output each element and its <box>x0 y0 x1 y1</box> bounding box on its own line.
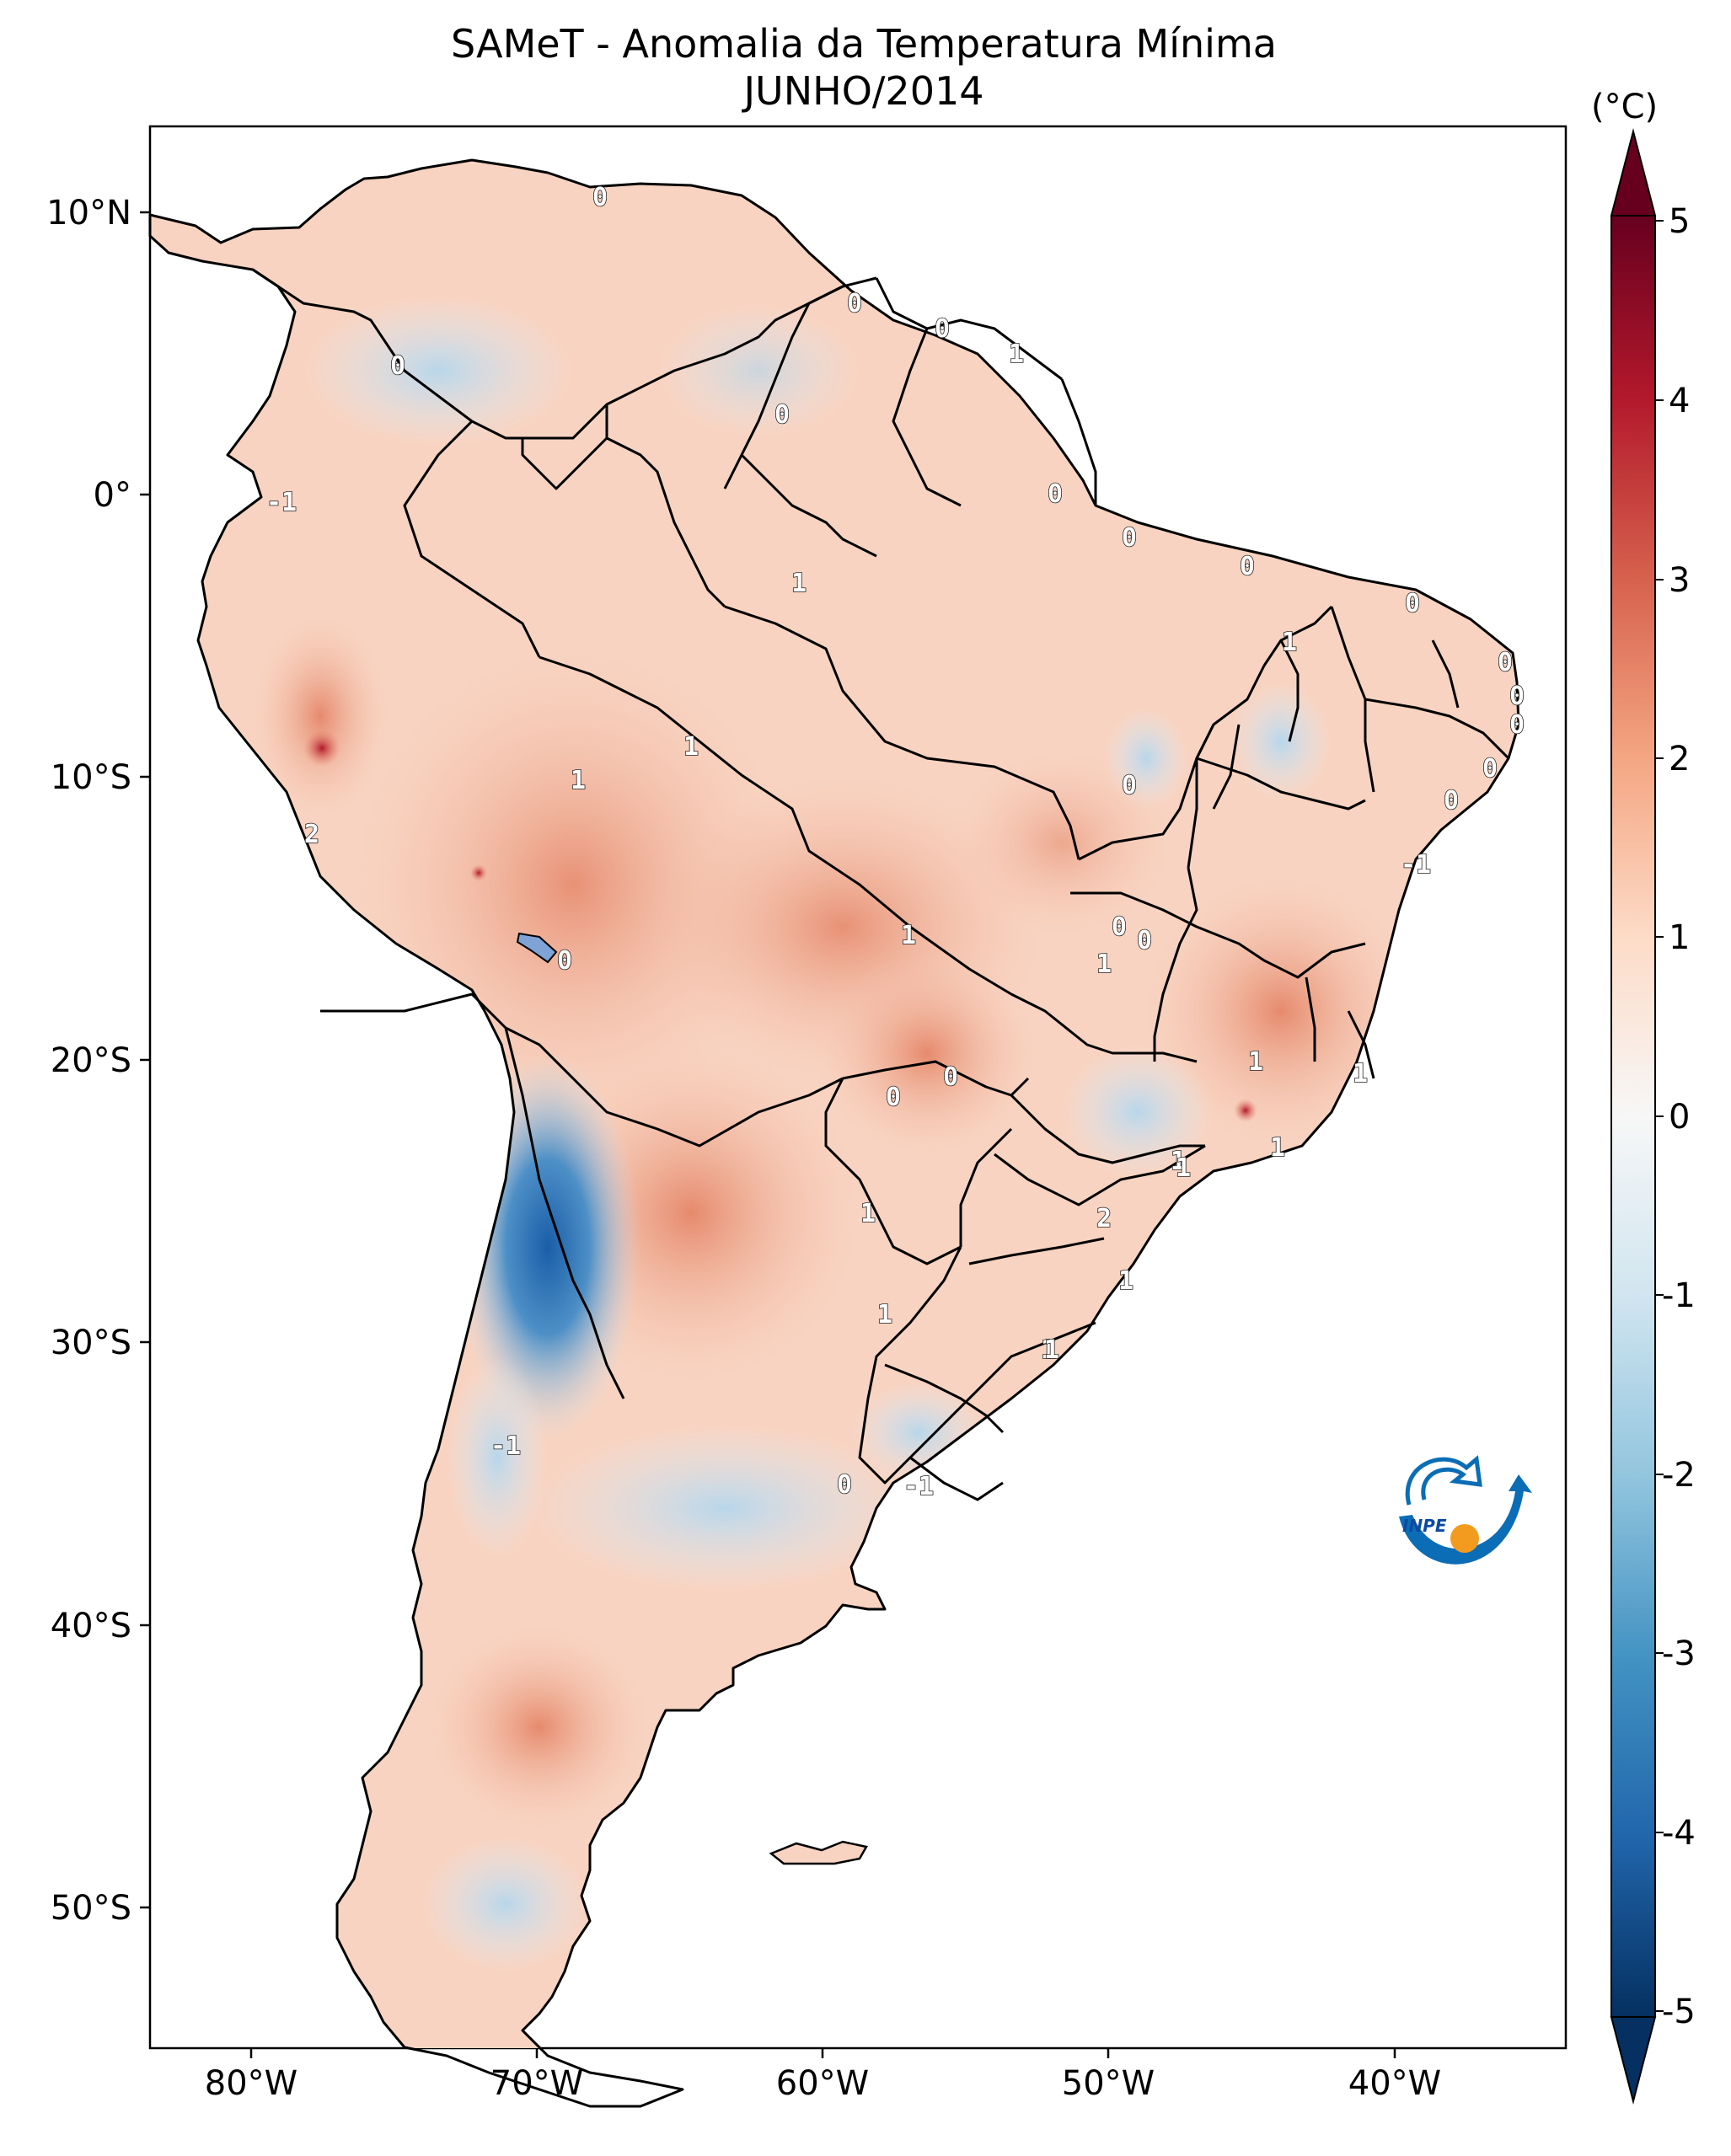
contour-label: 1 <box>791 569 807 598</box>
contour-labels: 0 0 0 0 1 0 0 0 -1 1 0 0 0 1 0 1 1 0 0 0… <box>265 182 1525 1502</box>
colorbar-tick-2: 2 <box>1669 740 1690 778</box>
colorbar-tick-0: 0 <box>1669 1098 1690 1137</box>
lon-label-50w: 50°W <box>1062 2064 1155 2103</box>
contour-label: 0 <box>1405 589 1420 618</box>
contour-label: 1 <box>571 766 586 795</box>
contour-label: 0 <box>1444 786 1459 816</box>
lon-label-60w: 60°W <box>776 2064 869 2103</box>
lon-label-80w: 80°W <box>205 2064 297 2103</box>
falklands-island <box>769 1840 868 1865</box>
contour-label: -1 <box>490 1431 521 1461</box>
contour-label: -1 <box>903 1472 934 1501</box>
contour-label: 1 <box>1044 1335 1059 1365</box>
contour-label: 0 <box>1498 648 1513 677</box>
colorbar-unit: (°C) <box>1591 88 1659 126</box>
lat-label-10n: 10°N <box>46 194 131 233</box>
colorbar-tick-neg3: -3 <box>1662 1634 1696 1673</box>
contour-label: 1 <box>1118 1266 1133 1296</box>
map-borders <box>148 158 1520 2108</box>
lon-label-70w: 70°W <box>490 2064 583 2103</box>
lat-label-20s: 20°S <box>51 1041 131 1080</box>
axis-ticks <box>140 211 1396 2058</box>
colorbar-tick-neg4: -4 <box>1662 1814 1696 1853</box>
colorbar-tick-5: 5 <box>1669 202 1690 241</box>
longitude-labels: 80°W 70°W 60°W 50°W 40°W <box>205 2064 1441 2103</box>
logo-swoosh-icon <box>1399 1474 1532 1565</box>
chart-title: SAMeT - Anomalia da Temperatura Mínima J… <box>152 20 1576 115</box>
contour-label: 2 <box>1096 1204 1112 1233</box>
contour-label: 0 <box>592 183 608 212</box>
colorbar-top-extension <box>1610 128 1657 217</box>
contour-label: 1 <box>1009 340 1024 369</box>
contour-label: 0 <box>886 1083 901 1112</box>
contour-label: 0 <box>1240 552 1255 581</box>
title-line-1: SAMeT - Anomalia da Temperatura Mínima <box>451 21 1277 67</box>
contour-label: 1 <box>1176 1153 1191 1183</box>
contour-label: 0 <box>1509 682 1525 711</box>
contour-label: 0 <box>837 1470 852 1500</box>
colorbar-bottom-extension <box>1610 2016 1657 2105</box>
contour-label: 0 <box>943 1062 958 1092</box>
lat-label-10s: 10°S <box>51 758 131 797</box>
title-line-2: JUNHO/2014 <box>743 68 984 114</box>
colorbar: 5 4 3 2 1 0 -1 -2 -3 -4 -5 <box>1610 128 1696 2105</box>
contour-label: 1 <box>860 1199 876 1228</box>
contour-label: 1 <box>1270 1133 1285 1163</box>
contour-label: 1 <box>1041 1335 1056 1365</box>
lat-label-40s: 40°S <box>51 1607 131 1645</box>
contour-label: 0 <box>1482 754 1498 784</box>
colorbar-tick-neg2: -2 <box>1662 1456 1696 1495</box>
contour-label: 0 <box>1048 479 1063 509</box>
contour-label: 1 <box>1096 950 1112 979</box>
colorbar-tick-1: 1 <box>1669 918 1690 957</box>
contour-label: 0 <box>1112 912 1127 942</box>
contour-label: 1 <box>901 921 916 950</box>
lake-titicaca <box>516 932 558 964</box>
inpe-logo: INPE <box>1399 1455 1532 1565</box>
contour-label: 1 <box>1353 1059 1368 1089</box>
contour-label: 1 <box>1171 1147 1186 1176</box>
colorbar-tick-4: 4 <box>1669 382 1690 420</box>
contour-label: 2 <box>304 820 319 849</box>
logo-text: INPE <box>1402 1516 1447 1536</box>
logo-sun-icon <box>1450 1524 1479 1553</box>
contour-label: 0 <box>847 289 862 318</box>
contour-label: 1 <box>683 732 699 762</box>
latitude-labels: 10°N 0° 10°S 20°S 30°S 40°S 50°S <box>46 194 131 1928</box>
contour-label: 1 <box>1282 628 1297 657</box>
contour-label: 0 <box>774 400 790 430</box>
contour-label: 0 <box>1137 926 1152 955</box>
colorbar-tick-3: 3 <box>1669 561 1690 600</box>
colorbar-tick-neg5: -5 <box>1662 1993 1696 2031</box>
contour-label: -1 <box>266 488 297 517</box>
lon-label-40w: 40°W <box>1348 2064 1441 2103</box>
contour-label: 0 <box>1122 523 1137 553</box>
contour-label: 1 <box>1248 1047 1263 1077</box>
lat-label-50s: 50°S <box>51 1889 131 1928</box>
contour-label: 0 <box>1509 710 1525 740</box>
logo-arc-icon <box>1405 1455 1482 1506</box>
contour-label: 1 <box>877 1300 892 1329</box>
lat-label-30s: 30°S <box>51 1324 131 1362</box>
lat-label-0: 0° <box>94 476 131 515</box>
colorbar-body <box>1610 215 1656 2018</box>
contour-label: 0 <box>390 351 405 381</box>
contour-label: 0 <box>1122 771 1137 800</box>
contour-label: -1 <box>1401 850 1431 880</box>
colorbar-tick-neg1: -1 <box>1662 1276 1696 1315</box>
contour-label: 0 <box>557 946 572 976</box>
contour-label: 0 <box>935 314 950 344</box>
